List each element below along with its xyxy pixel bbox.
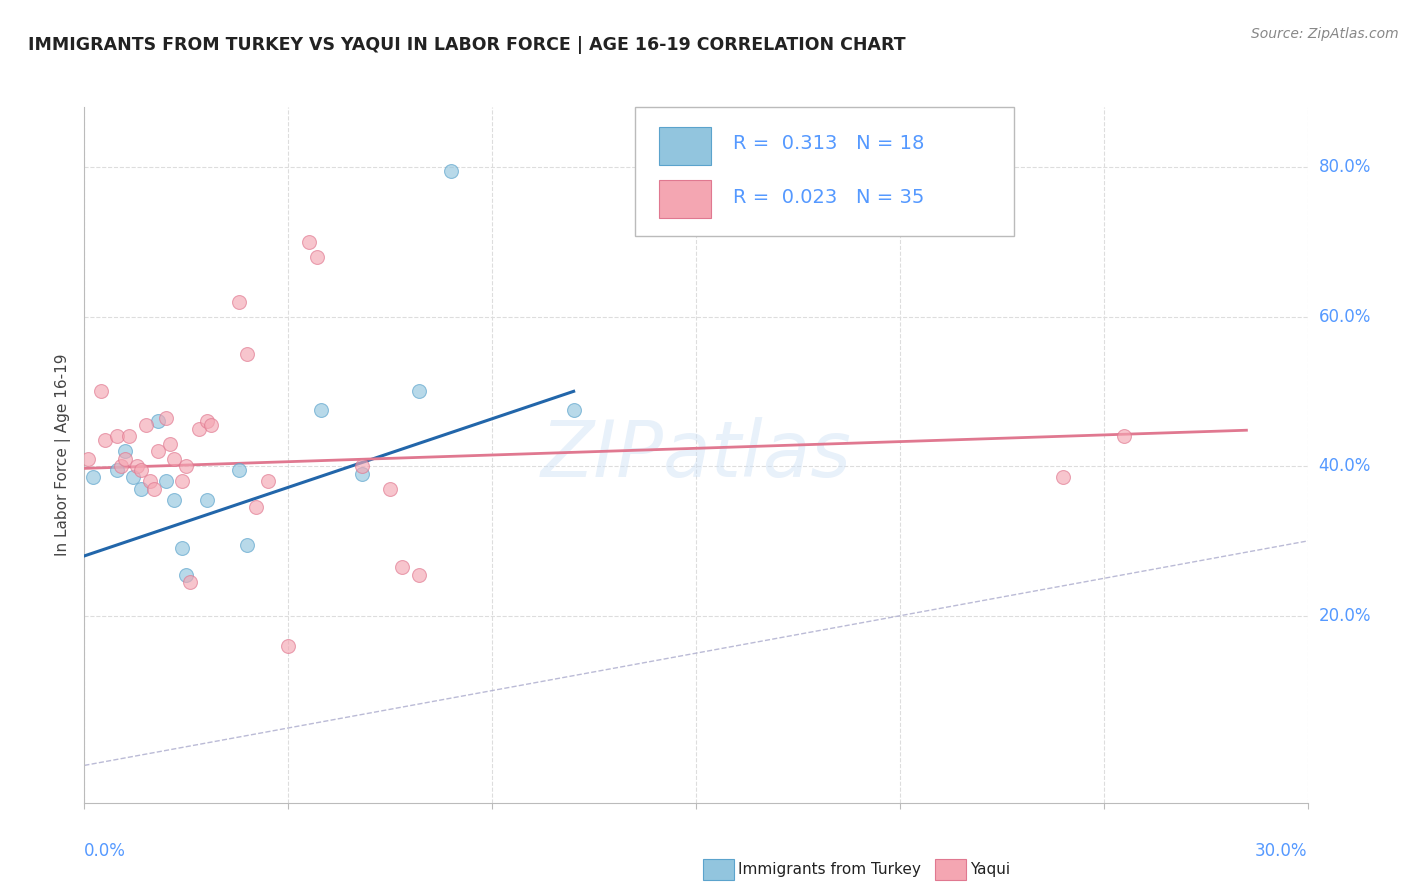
Text: R =  0.023   N = 35: R = 0.023 N = 35 <box>733 188 924 207</box>
Point <box>146 444 169 458</box>
Point <box>172 474 194 488</box>
Point <box>163 451 186 466</box>
Point <box>142 482 165 496</box>
Point <box>131 463 153 477</box>
Point <box>380 482 402 496</box>
Point <box>195 492 218 507</box>
Point <box>228 463 250 477</box>
Point <box>105 429 128 443</box>
Text: IMMIGRANTS FROM TURKEY VS YAQUI IN LABOR FORCE | AGE 16-19 CORRELATION CHART: IMMIGRANTS FROM TURKEY VS YAQUI IN LABOR… <box>28 36 905 54</box>
Point <box>350 467 373 481</box>
Point <box>146 414 169 428</box>
Point <box>131 482 153 496</box>
Text: 60.0%: 60.0% <box>1319 308 1371 326</box>
Point <box>110 459 132 474</box>
Text: Yaqui: Yaqui <box>970 863 1011 877</box>
Point <box>440 163 463 178</box>
Point <box>277 639 299 653</box>
Point <box>93 433 115 447</box>
Point <box>174 567 197 582</box>
Point <box>309 403 332 417</box>
Y-axis label: In Labor Force | Age 16-19: In Labor Force | Age 16-19 <box>55 353 72 557</box>
Point <box>127 459 149 474</box>
Point <box>105 463 128 477</box>
Point <box>236 538 259 552</box>
Text: 0.0%: 0.0% <box>84 842 127 860</box>
FancyBboxPatch shape <box>659 127 710 165</box>
Point <box>350 459 373 474</box>
Point <box>245 500 267 515</box>
Point <box>155 474 177 488</box>
Text: 20.0%: 20.0% <box>1319 607 1371 624</box>
Point <box>155 410 177 425</box>
Point <box>77 451 100 466</box>
FancyBboxPatch shape <box>636 107 1014 235</box>
Point <box>298 235 321 249</box>
Point <box>195 414 218 428</box>
Point <box>200 417 222 432</box>
Point <box>391 560 413 574</box>
FancyBboxPatch shape <box>659 180 710 219</box>
Point <box>228 294 250 309</box>
Point <box>114 444 136 458</box>
Point <box>122 470 145 484</box>
Point <box>114 451 136 466</box>
Point <box>174 459 197 474</box>
Text: 80.0%: 80.0% <box>1319 158 1371 176</box>
Point <box>159 436 181 450</box>
Text: ZIPatlas: ZIPatlas <box>540 417 852 493</box>
Point <box>1052 470 1074 484</box>
Point <box>179 575 201 590</box>
Point <box>90 384 112 399</box>
Text: R =  0.313   N = 18: R = 0.313 N = 18 <box>733 135 924 153</box>
Point <box>138 474 160 488</box>
Point <box>187 422 209 436</box>
Point <box>408 567 430 582</box>
Point <box>1114 429 1136 443</box>
Point <box>305 250 328 264</box>
Point <box>562 403 585 417</box>
Text: 30.0%: 30.0% <box>1256 842 1308 860</box>
Point <box>82 470 104 484</box>
Point <box>408 384 430 399</box>
Text: Source: ZipAtlas.com: Source: ZipAtlas.com <box>1251 27 1399 41</box>
Text: 40.0%: 40.0% <box>1319 457 1371 475</box>
Point <box>172 541 194 556</box>
Point <box>236 347 259 361</box>
Point <box>163 492 186 507</box>
Point <box>257 474 280 488</box>
Point <box>135 417 157 432</box>
Text: Immigrants from Turkey: Immigrants from Turkey <box>738 863 921 877</box>
Point <box>118 429 141 443</box>
